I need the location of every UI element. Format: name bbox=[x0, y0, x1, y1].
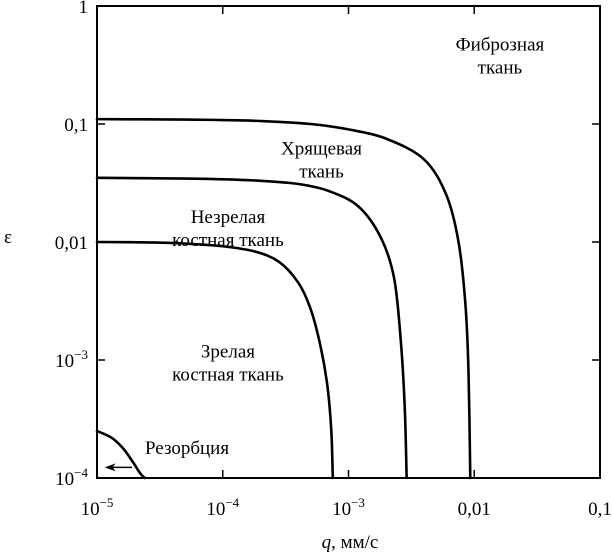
region-label: Незрелая костная ткань bbox=[172, 207, 284, 251]
x-tick-label: 10−5 bbox=[81, 495, 114, 520]
y-tick-label-base: 0,01 bbox=[55, 233, 88, 254]
axis-ticks: 10−5 10−4 10−3 0,01 0,110−410−30,010,11 bbox=[55, 0, 612, 520]
region-label-line: Резорбция bbox=[145, 438, 229, 459]
x-axis-variable: q bbox=[322, 532, 332, 553]
x-axis-label: q, мм/с bbox=[322, 532, 379, 553]
series-line-1 bbox=[95, 117, 472, 480]
region-label-line: костная ткань bbox=[172, 230, 284, 251]
region-label: Хрящевая ткань bbox=[281, 139, 362, 183]
x-tick-label-exponent: −5 bbox=[100, 495, 114, 510]
region-label: Зрелая костная ткань bbox=[172, 341, 284, 385]
resorption-arrow-head bbox=[104, 463, 116, 472]
x-tick-label: 0,1 bbox=[588, 499, 612, 520]
y-tick-label: 10−3 bbox=[55, 347, 88, 372]
y-tick-label: 0,1 bbox=[64, 115, 88, 136]
y-tick-label-exponent: −4 bbox=[74, 465, 88, 480]
y-axis-label: ε bbox=[4, 227, 12, 248]
y-tick-label-base: 10 bbox=[55, 351, 74, 372]
y-tick-label: 10−4 bbox=[55, 465, 88, 490]
x-tick-label: 10−4 bbox=[206, 495, 239, 520]
region-label-line: Фиброзная bbox=[456, 34, 545, 55]
series-line-3 bbox=[95, 240, 335, 480]
y-tick-label: 1 bbox=[79, 0, 89, 18]
region-label-line: Хрящевая bbox=[281, 139, 362, 160]
x-tick-label-exponent: −3 bbox=[351, 495, 365, 510]
region-label-line: костная ткань bbox=[172, 364, 284, 385]
y-tick-label-base: 1 bbox=[79, 0, 89, 18]
region-label: Фиброзная ткань bbox=[456, 34, 545, 78]
y-tick-label-base: 0,1 bbox=[64, 115, 88, 136]
series-group bbox=[95, 117, 472, 480]
y-tick-label-base: 10 bbox=[55, 469, 74, 490]
x-tick-label-exponent: −4 bbox=[225, 495, 239, 510]
region-label-line: ткань bbox=[299, 162, 344, 183]
region-label: Резорбция bbox=[145, 438, 229, 459]
x-tick-label: 0,01 bbox=[458, 499, 491, 520]
x-tick-label: 10−3 bbox=[332, 495, 365, 520]
x-tick-label-base: 0,1 bbox=[588, 499, 612, 520]
x-tick-label-base: 10 bbox=[206, 499, 225, 520]
y-tick-label: 0,01 bbox=[55, 233, 88, 254]
series-line-2 bbox=[95, 176, 408, 480]
x-tick-label-base: 10 bbox=[332, 499, 351, 520]
x-tick-label-base: 10 bbox=[81, 499, 100, 520]
region-label-line: ткань bbox=[478, 57, 523, 78]
x-axis-unit: , мм/с bbox=[331, 532, 378, 553]
series-line-4 bbox=[95, 429, 147, 480]
region-label-line: Зрелая bbox=[201, 341, 255, 362]
region-label-line: Незрелая bbox=[191, 207, 266, 228]
y-tick-label-exponent: −3 bbox=[74, 347, 88, 362]
x-tick-label-base: 0,01 bbox=[458, 499, 491, 520]
